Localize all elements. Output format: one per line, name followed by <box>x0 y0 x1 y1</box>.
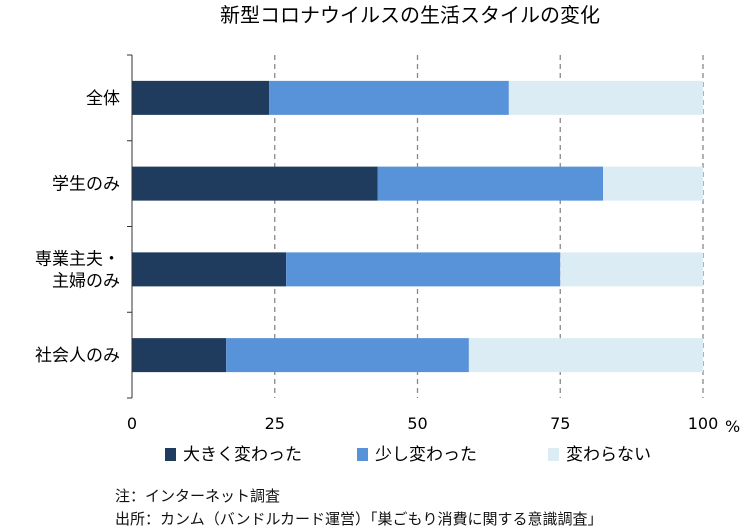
legend-label: 変わらない <box>566 445 651 465</box>
category-label: 全体 <box>86 89 120 109</box>
bar-2-series-2 <box>377 166 604 201</box>
category-label: 学生のみ <box>52 175 120 195</box>
bar-4-series-3 <box>468 338 703 373</box>
x-tick-labels: 0 25 50 75 100% <box>127 414 740 436</box>
x-tick-label: 0 <box>127 414 137 433</box>
bar-3-series-3 <box>560 252 703 287</box>
bar-1-series-1 <box>132 80 270 115</box>
category-label: 社会人のみ <box>35 346 120 366</box>
legend-label: 大きく変わった <box>183 445 302 465</box>
x-unit-label: % <box>725 417 740 436</box>
bar-1-series-2 <box>269 80 509 115</box>
stacked-bar-chart: 新型コロナウイルスの生活スタイルの変化 全体学生のみ専業主夫・主婦のみ社会人のみ… <box>35 3 740 465</box>
x-tick-label: 50 <box>407 414 427 433</box>
legend-label: 少し変わった <box>375 445 477 465</box>
legend-swatch <box>357 448 368 461</box>
bar-1-series-3 <box>508 80 703 115</box>
bar-3-series-2 <box>286 252 561 287</box>
legend-swatch <box>165 448 176 461</box>
x-tick-label: 75 <box>550 414 570 433</box>
bar-2-series-1 <box>132 166 378 201</box>
legend: 大きく変わった 少し変わった 変わらない <box>165 445 651 465</box>
x-tick-label: 25 <box>265 414 285 433</box>
bar-4-series-1 <box>132 338 227 373</box>
legend-swatch <box>548 448 559 461</box>
source-note: 出所：カンム（バンドルカード運営）「巣ごもり消費に関する意識調査」 <box>115 510 603 528</box>
survey-note: 注：インターネット調査 <box>115 487 281 505</box>
bar-2-series-3 <box>603 166 703 201</box>
bars <box>132 80 703 373</box>
bar-3-series-1 <box>132 252 287 287</box>
bar-4-series-2 <box>226 338 469 373</box>
x-tick-label: 100 <box>688 414 719 433</box>
category-label: 専業主夫・主婦のみ <box>35 249 120 291</box>
chart-title: 新型コロナウイルスの生活スタイルの変化 <box>220 3 600 27</box>
axes <box>127 54 133 399</box>
